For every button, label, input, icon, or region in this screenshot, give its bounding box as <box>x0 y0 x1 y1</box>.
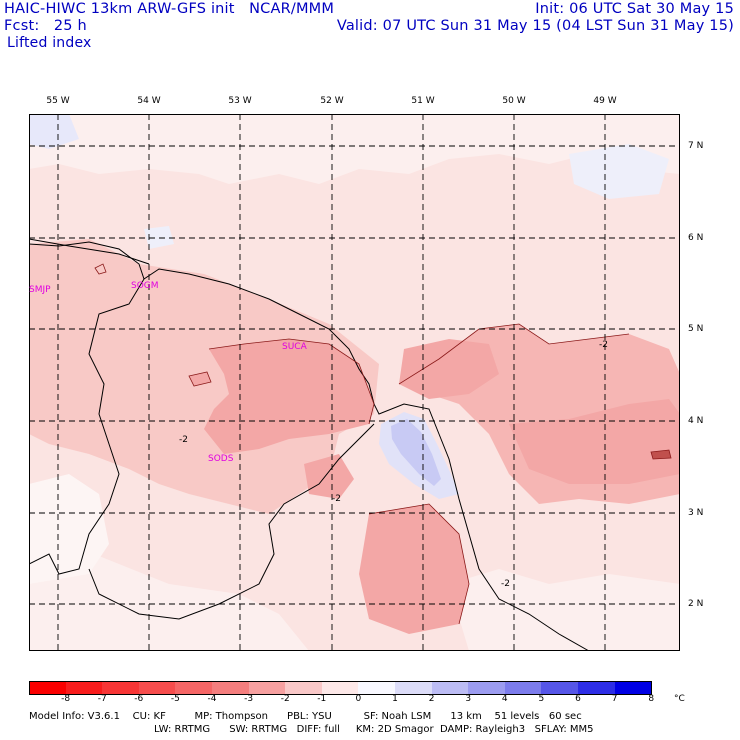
colorbar-swatch <box>541 681 578 695</box>
colorbar-label: 0 <box>355 694 362 704</box>
contour-label: -2 <box>332 494 341 504</box>
lon-label: 51 W <box>411 96 435 106</box>
lon-label: 52 W <box>320 96 344 106</box>
lat-label: 2 N <box>688 599 704 609</box>
colorbar-label: -7 <box>97 694 107 704</box>
colorbar-swatch <box>614 681 653 695</box>
colorbar-swatch <box>468 681 505 695</box>
graticule <box>29 114 680 651</box>
colorbar-swatch <box>212 681 249 695</box>
light-blue-region <box>29 114 79 149</box>
map-frame <box>29 114 680 651</box>
colorbar-label: 4 <box>501 694 508 704</box>
lon-label: 53 W <box>228 96 252 106</box>
blue-region <box>391 419 441 486</box>
medium-region <box>204 339 374 454</box>
contour-line <box>188 371 212 387</box>
contour-label: -2 <box>501 579 510 589</box>
near-zero-region <box>449 569 680 651</box>
lon-label: 50 W <box>502 96 526 106</box>
colorbar-unit: °C <box>674 694 685 704</box>
colorbar-swatch <box>321 681 359 695</box>
near-zero-region <box>29 474 109 584</box>
colorbar-swatch <box>358 681 395 695</box>
station-label-sods: SODS <box>208 454 234 464</box>
colorbar-swatch <box>248 681 286 695</box>
lat-label: 3 N <box>688 508 704 518</box>
medium-region <box>399 339 499 399</box>
colorbar-label: -1 <box>317 694 327 704</box>
border-line <box>88 423 375 620</box>
colorbar-swatch <box>175 681 212 695</box>
contour-label: -2 <box>599 340 608 350</box>
colorbar-label: 8 <box>648 694 655 704</box>
lon-label: 55 W <box>46 96 70 106</box>
colorbar-label: -4 <box>207 694 217 704</box>
medium-region <box>359 504 469 634</box>
forecast-hour: Fcst: 25 h <box>4 18 87 34</box>
lat-label: 5 N <box>688 324 704 334</box>
colorbar-label: 7 <box>611 694 618 704</box>
medium-region <box>304 454 354 499</box>
border-line <box>29 278 145 575</box>
field-name: Lifted index <box>7 35 92 51</box>
station-label-smjp: SMJP <box>29 285 51 295</box>
model-info-line1: Model Info: V3.6.1 CU: KF MP: Thompson P… <box>29 711 582 722</box>
colorbar-label: -5 <box>170 694 180 704</box>
near-zero-region <box>29 544 309 651</box>
colorbar-label: 2 <box>428 694 435 704</box>
medium-region <box>509 399 680 484</box>
light-blue-region <box>569 144 669 199</box>
contour-line <box>650 449 672 460</box>
lifted-index-map: SMJP SOGM SUCA SODS -2 -2 -2 -2 <box>29 114 680 651</box>
colorbar-swatch <box>504 681 542 695</box>
valid-time: Valid: 07 UTC Sun 31 May 15 (04 LST Sun … <box>336 18 734 34</box>
colorbar-label: -2 <box>280 694 290 704</box>
contour-line <box>398 323 630 385</box>
colorbar-label: 6 <box>575 694 581 704</box>
colorbar-label: -8 <box>61 694 71 704</box>
colorbar-label: -3 <box>244 694 254 704</box>
contour-line <box>368 503 470 625</box>
colorbar-label: 3 <box>465 694 472 704</box>
contour-line <box>94 263 107 275</box>
colorbar-swatch <box>65 681 103 695</box>
border-line <box>29 238 150 265</box>
colorbar-swatch <box>285 681 322 695</box>
colorbar-label: -6 <box>134 694 144 704</box>
colorbar-swatch <box>578 681 615 695</box>
lon-label: 49 W <box>593 96 617 106</box>
init-time: Init: 06 UTC Sat 30 May 15 <box>535 1 734 17</box>
contour-label: -2 <box>179 435 188 445</box>
lat-label: 6 N <box>688 233 704 243</box>
colorbar-swatch <box>102 681 139 695</box>
medium-region <box>189 372 211 386</box>
near-zero-region <box>29 114 680 184</box>
colorbar-swatch <box>138 681 176 695</box>
colorbar-swatch <box>431 681 469 695</box>
lon-label: 54 W <box>137 96 161 106</box>
colorbar-label: 5 <box>538 694 545 704</box>
colorbar-swatch <box>395 681 432 695</box>
station-label-suca: SUCA <box>282 342 308 352</box>
colorbar-swatch <box>29 681 67 695</box>
colorbar-label: 1 <box>392 694 398 704</box>
model-title: HAIC-HIWC 13km ARW-GFS init NCAR/MMM <box>4 1 335 17</box>
lat-label: 4 N <box>688 416 704 426</box>
contour-line <box>208 338 375 425</box>
lat-label: 7 N <box>688 141 704 151</box>
light-blue-region <box>144 226 174 249</box>
model-info-line2: LW: RRTMG SW: RRTMG DIFF: full KM: 2D Sm… <box>154 724 594 735</box>
station-label-sogm: SOGM <box>131 281 159 291</box>
